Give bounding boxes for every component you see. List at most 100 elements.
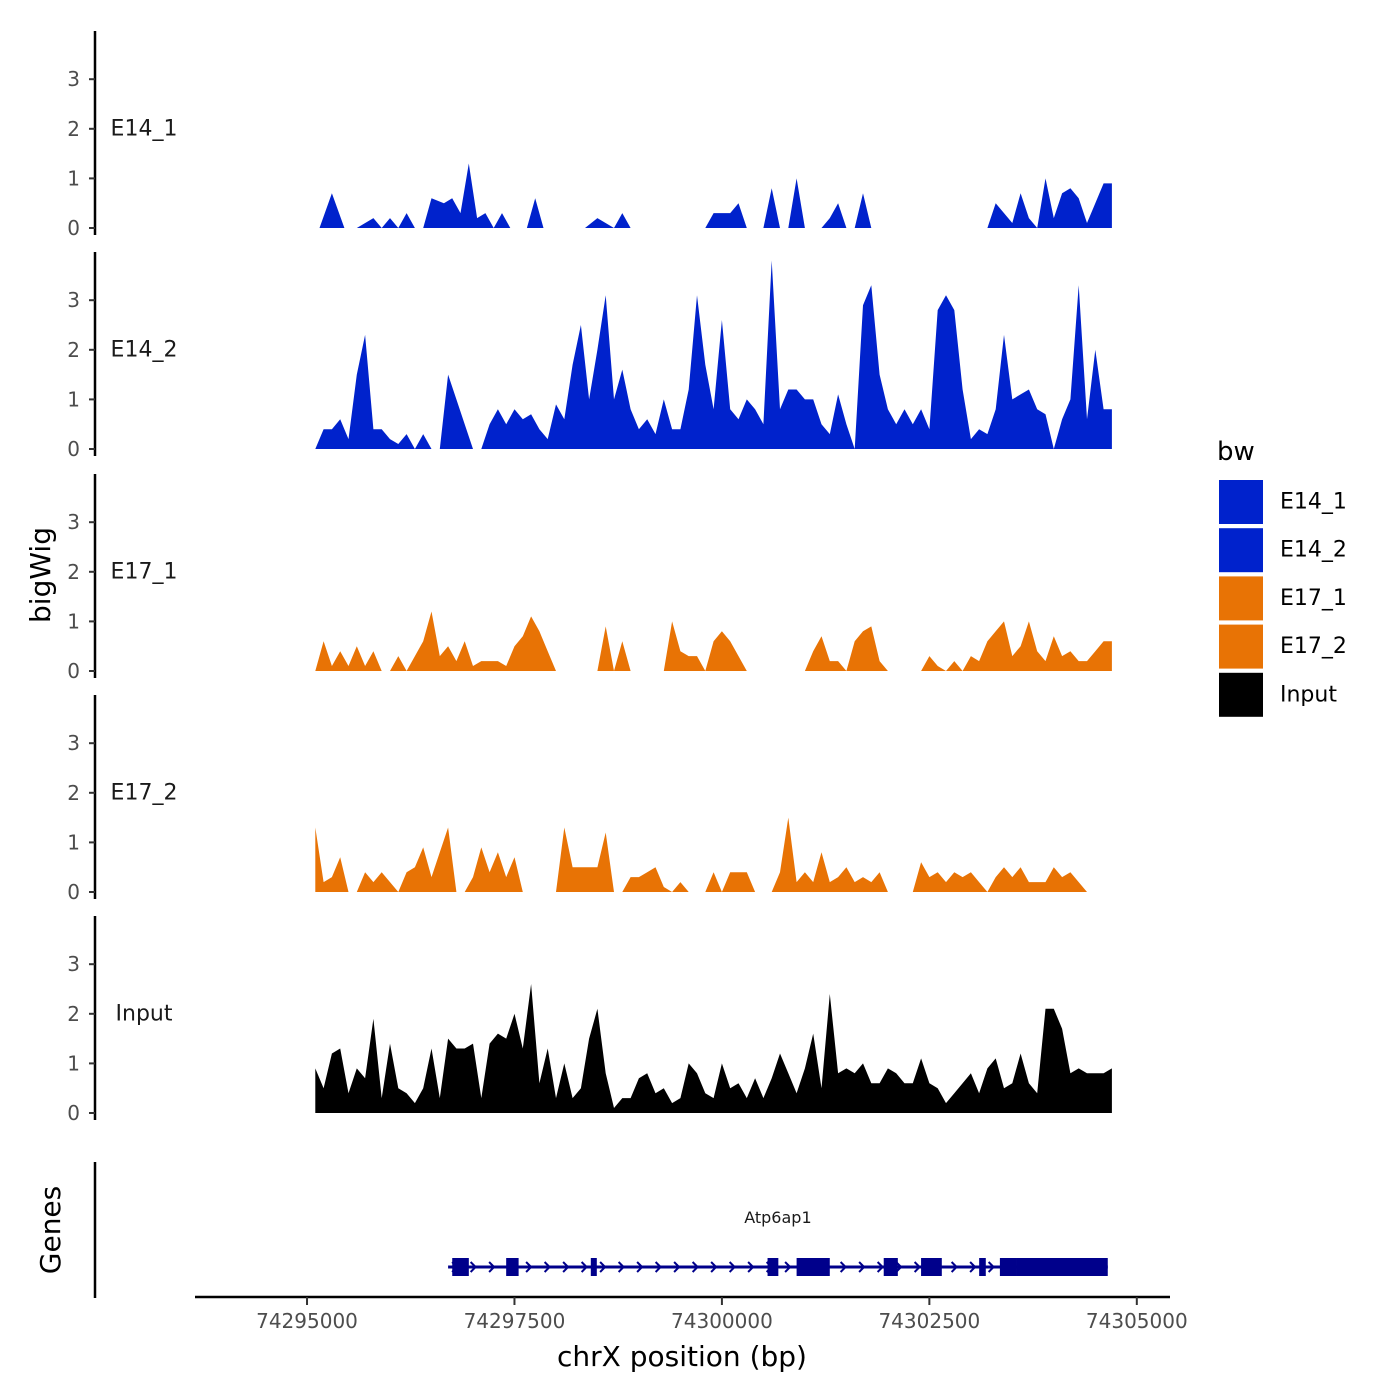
y-tick-label: 2 <box>67 338 80 362</box>
y-tick-label: 1 <box>67 166 80 190</box>
signal-area-e17-2 <box>315 817 1087 892</box>
strand-arrow <box>599 1261 607 1273</box>
strand-arrow <box>728 1261 737 1273</box>
x-axis-title: chrX position (bp) <box>557 1340 807 1373</box>
x-tick-label: 74297500 <box>464 1309 566 1333</box>
signal-area-e14-2 <box>315 260 1112 449</box>
gene-exon <box>590 1258 597 1276</box>
track-input: 0 1 2 3 Input <box>67 916 1112 1125</box>
y-tick-label: 3 <box>67 952 80 976</box>
y-axis-title: bigWig <box>24 527 57 623</box>
strand-arrow <box>673 1261 681 1273</box>
strand-arrow <box>858 1261 866 1273</box>
gene-exon <box>883 1258 898 1276</box>
y-tick-label: 2 <box>67 781 80 805</box>
legend-item-e14-1: E14_1 <box>1219 480 1347 524</box>
track-e17-1: 0 1 2 3 E17_1 <box>67 474 1112 683</box>
strand-arrow <box>784 1261 792 1273</box>
gene-exon <box>452 1258 469 1276</box>
legend-label: E17_1 <box>1280 586 1347 611</box>
legend-label: E14_2 <box>1280 538 1347 563</box>
legend-swatch <box>1219 672 1263 717</box>
track-label: E17_2 <box>111 780 178 805</box>
strand-arrow <box>913 1261 922 1273</box>
gene-exon <box>921 1258 942 1276</box>
legend-swatch <box>1219 576 1263 621</box>
x-tick-label: 74302500 <box>878 1309 980 1333</box>
y-tick-label: 1 <box>67 387 80 411</box>
x-axis: 74295000 74297500 74300000 74302500 74305000… <box>195 1295 1188 1373</box>
gene-exon <box>796 1258 830 1276</box>
strand-arrow <box>562 1261 570 1273</box>
y-tick-label: 3 <box>67 731 80 755</box>
y-tick-label: 1 <box>67 1051 80 1075</box>
gene-exon <box>1016 1258 1108 1276</box>
genes-track-title: Genes <box>34 1186 67 1274</box>
signal-area-e14-1 <box>319 163 1112 228</box>
legend-label: Input <box>1280 682 1337 707</box>
track-e14-1: 0 1 2 3 E14_1 <box>67 31 1112 240</box>
legend-swatch <box>1219 528 1263 573</box>
x-tick-label: 74295000 <box>256 1309 358 1333</box>
signal-area-e17-1 <box>315 611 1112 671</box>
strand-arrow <box>969 1261 977 1273</box>
gene-model-atp6ap1 <box>448 1258 1108 1276</box>
legend-item-input: Input <box>1219 672 1337 717</box>
y-tick-label: 2 <box>67 560 80 584</box>
legend-items: E14_1 E14_2 E17_1 E17_2 Input <box>1219 480 1347 717</box>
y-tick-label: 0 <box>67 437 80 461</box>
gene-exon <box>979 1258 986 1276</box>
strand-arrow <box>469 1261 478 1273</box>
legend-item-e17-2: E17_2 <box>1219 624 1347 669</box>
legend-item-e17-1: E17_1 <box>1219 576 1347 621</box>
x-axis-ticks: 74295000 74297500 74300000 74302500 74305000 <box>256 1297 1188 1333</box>
y-tick-label: 3 <box>67 288 80 312</box>
legend-label: E14_1 <box>1280 490 1347 515</box>
legend-title: bw <box>1217 437 1255 467</box>
strand-arrow <box>950 1261 959 1273</box>
legend: bw E14_1 E14_2 E17_1 E17_2 Input <box>1217 437 1347 717</box>
y-tick-label: 1 <box>67 609 80 633</box>
strand-arrow <box>543 1261 552 1273</box>
track-label: E14_2 <box>111 337 178 362</box>
strand-arrow <box>839 1261 848 1273</box>
strand-arrow <box>691 1261 700 1273</box>
strand-arrow <box>747 1261 755 1273</box>
gene-label: Atp6ap1 <box>744 1208 811 1227</box>
strand-arrow <box>617 1261 626 1273</box>
legend-label: E17_2 <box>1280 634 1347 659</box>
y-tick-label: 2 <box>67 1002 80 1026</box>
strand-arrow <box>525 1261 533 1273</box>
y-tick-label: 3 <box>67 67 80 91</box>
gene-exon <box>506 1258 519 1276</box>
signal-area-input <box>315 984 1112 1113</box>
y-tick-label: 1 <box>67 830 80 854</box>
track-label: Input <box>116 1001 173 1026</box>
legend-item-e14-2: E14_2 <box>1219 528 1347 573</box>
y-tick-label: 0 <box>67 1101 80 1125</box>
gene-exon <box>999 1258 1017 1276</box>
y-tick-label: 0 <box>67 659 80 683</box>
y-tick-label: 3 <box>67 510 80 534</box>
strand-arrow <box>710 1261 718 1273</box>
x-tick-label: 74305000 <box>1086 1309 1188 1333</box>
legend-swatch <box>1219 480 1263 524</box>
y-tick-label: 2 <box>67 117 80 141</box>
track-label: E17_1 <box>111 559 178 584</box>
track-e17-2: 0 1 2 3 E17_2 <box>67 695 1087 904</box>
x-tick-label: 74300000 <box>671 1309 773 1333</box>
strand-arrow <box>580 1261 589 1273</box>
strand-arrow <box>654 1261 663 1273</box>
y-tick-label: 0 <box>67 216 80 240</box>
track-label: E14_1 <box>111 116 178 141</box>
gene-exon <box>767 1258 779 1276</box>
y-tick-label: 0 <box>67 880 80 904</box>
strand-arrow <box>488 1261 496 1273</box>
strand-arrow <box>987 1261 996 1273</box>
legend-swatch <box>1219 624 1263 669</box>
signal-tracks: 0 1 2 3 E14_1 0 1 2 3 E14_2 0 1 2 3 E17_1 0 1 2 3 E17_2 0 1 2 3… <box>67 31 1112 1125</box>
genes-track: Genes Atp6ap1 <box>34 1162 1108 1298</box>
strand-arrow <box>876 1261 885 1273</box>
strand-arrow <box>636 1261 644 1273</box>
